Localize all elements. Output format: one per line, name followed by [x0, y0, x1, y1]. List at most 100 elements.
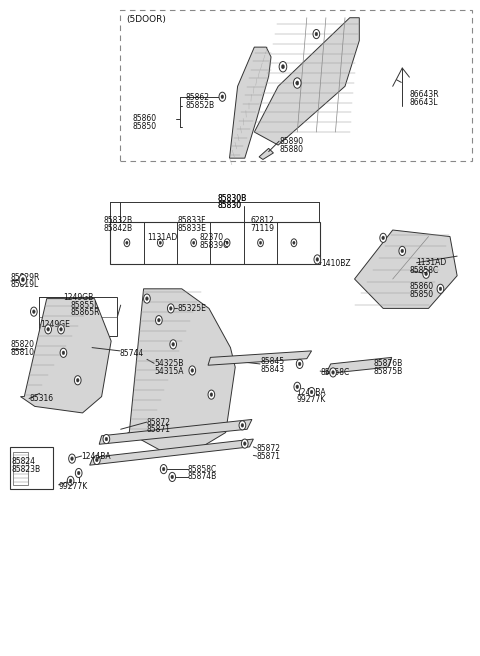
Circle shape [332, 371, 335, 375]
Circle shape [60, 348, 67, 358]
Text: 85823B: 85823B [12, 464, 41, 474]
Circle shape [224, 239, 230, 247]
Circle shape [170, 340, 177, 349]
Text: 85744: 85744 [120, 349, 144, 358]
Text: 85872: 85872 [147, 418, 171, 426]
Circle shape [226, 241, 228, 244]
Circle shape [169, 472, 176, 482]
Circle shape [310, 390, 313, 394]
Circle shape [296, 385, 299, 388]
Circle shape [76, 379, 79, 382]
Circle shape [313, 30, 320, 39]
Circle shape [437, 284, 444, 293]
Circle shape [294, 382, 300, 392]
Circle shape [169, 306, 172, 310]
Text: 85833E: 85833E [178, 224, 207, 234]
Text: 82370: 82370 [199, 234, 224, 242]
Text: 85876B: 85876B [373, 359, 403, 368]
Text: 85890: 85890 [279, 136, 303, 146]
Bar [120, 10, 472, 161]
Circle shape [315, 32, 318, 36]
Circle shape [241, 439, 248, 448]
Circle shape [241, 424, 244, 427]
Text: 1244BA: 1244BA [296, 388, 326, 396]
Circle shape [296, 359, 303, 369]
Polygon shape [208, 351, 312, 365]
Circle shape [380, 234, 386, 243]
Text: 54325B: 54325B [154, 359, 183, 368]
Circle shape [94, 455, 100, 464]
Text: 99277K: 99277K [296, 396, 325, 404]
Circle shape [19, 274, 27, 285]
Circle shape [258, 239, 264, 247]
Text: 85830: 85830 [217, 201, 241, 211]
Circle shape [159, 241, 161, 244]
Text: 85865R: 85865R [71, 308, 100, 318]
Circle shape [208, 390, 215, 400]
Bar [110, 222, 320, 264]
Polygon shape [21, 298, 111, 413]
Text: 85858C: 85858C [320, 368, 349, 377]
Circle shape [279, 62, 287, 72]
Circle shape [69, 454, 75, 463]
Bar [13, 452, 28, 485]
Text: 85810: 85810 [11, 348, 35, 358]
Text: 85871: 85871 [257, 451, 281, 461]
Circle shape [62, 351, 65, 355]
Polygon shape [254, 18, 360, 145]
Circle shape [60, 327, 62, 331]
Circle shape [33, 310, 35, 314]
Circle shape [168, 304, 174, 313]
Circle shape [399, 247, 406, 255]
Circle shape [67, 476, 74, 485]
Bar [10, 447, 53, 489]
Text: 85871: 85871 [147, 425, 171, 434]
Circle shape [191, 369, 193, 373]
Circle shape [330, 368, 336, 377]
Circle shape [124, 239, 130, 247]
Text: 85872: 85872 [257, 443, 281, 453]
Text: 85855L: 85855L [71, 300, 99, 310]
Text: 99277K: 99277K [59, 482, 88, 491]
Circle shape [71, 457, 73, 461]
Circle shape [74, 376, 81, 385]
Text: 85845: 85845 [260, 357, 284, 366]
Text: 85832B: 85832B [104, 216, 133, 226]
Text: 85830: 85830 [217, 201, 241, 211]
Circle shape [21, 277, 24, 281]
Circle shape [157, 318, 160, 322]
Circle shape [160, 464, 167, 474]
Circle shape [281, 65, 285, 69]
Circle shape [47, 327, 49, 331]
Polygon shape [259, 148, 274, 159]
Circle shape [221, 95, 224, 98]
Circle shape [296, 81, 299, 85]
Circle shape [308, 388, 315, 397]
Circle shape [401, 249, 404, 253]
Circle shape [316, 258, 319, 261]
Circle shape [382, 236, 384, 239]
Circle shape [75, 468, 82, 478]
Text: 85860: 85860 [132, 114, 157, 123]
Text: 85862: 85862 [185, 93, 209, 102]
Circle shape [144, 294, 150, 303]
Text: 62812: 62812 [251, 216, 275, 226]
Text: 86643R: 86643R [409, 91, 439, 99]
Circle shape [58, 325, 64, 334]
Text: 86643L: 86643L [409, 98, 438, 107]
Circle shape [293, 78, 301, 89]
Text: 85830B: 85830B [217, 194, 246, 203]
Circle shape [156, 316, 162, 325]
Circle shape [239, 420, 246, 430]
Circle shape [189, 366, 196, 375]
Circle shape [219, 92, 226, 101]
Text: 85830B: 85830B [217, 194, 246, 203]
Circle shape [314, 255, 321, 264]
Text: 85839C: 85839C [199, 241, 229, 250]
Text: 85874B: 85874B [188, 472, 217, 482]
Text: 1249GB: 1249GB [63, 293, 94, 302]
Circle shape [293, 241, 295, 244]
Text: 1131AD: 1131AD [147, 234, 177, 242]
Text: 85843: 85843 [260, 365, 284, 374]
Text: 85852B: 85852B [185, 102, 214, 110]
